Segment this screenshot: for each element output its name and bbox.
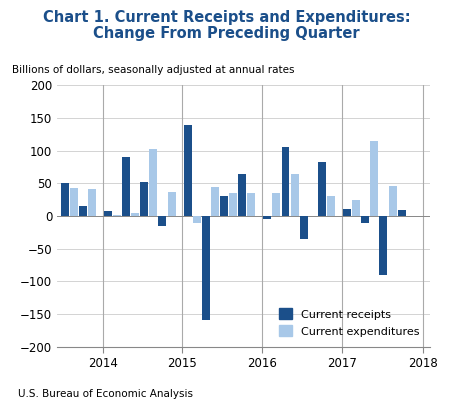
Legend: Current receipts, Current expenditures: Current receipts, Current expenditures: [275, 304, 424, 341]
Bar: [113, 215, 121, 216]
Bar: [389, 186, 396, 216]
Bar: [238, 174, 246, 216]
Bar: [371, 141, 378, 216]
Bar: [291, 174, 299, 216]
Bar: [140, 182, 148, 216]
Bar: [327, 196, 335, 216]
Bar: [343, 209, 351, 216]
Bar: [398, 210, 405, 216]
Bar: [168, 192, 176, 216]
Text: U.S. Bureau of Economic Analysis: U.S. Bureau of Economic Analysis: [18, 389, 193, 399]
Text: Change From Preceding Quarter: Change From Preceding Quarter: [93, 26, 360, 41]
Bar: [202, 216, 210, 320]
Bar: [149, 149, 157, 216]
Bar: [247, 193, 255, 216]
Text: Billions of dollars, seasonally adjusted at annual rates: Billions of dollars, seasonally adjusted…: [12, 65, 295, 75]
Bar: [263, 216, 271, 219]
Bar: [318, 162, 326, 216]
Bar: [104, 211, 112, 216]
Bar: [88, 188, 96, 216]
Bar: [122, 157, 130, 216]
Bar: [131, 213, 139, 216]
Bar: [272, 193, 280, 216]
Bar: [193, 216, 201, 223]
Bar: [229, 193, 237, 216]
Bar: [159, 216, 166, 226]
Bar: [79, 206, 87, 216]
Bar: [220, 196, 228, 216]
Bar: [352, 200, 360, 216]
Bar: [281, 148, 289, 216]
Bar: [70, 188, 77, 216]
Bar: [183, 125, 192, 216]
Bar: [61, 183, 68, 216]
Bar: [300, 216, 308, 239]
Text: Chart 1. Current Receipts and Expenditures:: Chart 1. Current Receipts and Expenditur…: [43, 10, 410, 25]
Bar: [211, 186, 219, 216]
Bar: [361, 216, 369, 223]
Bar: [380, 216, 387, 275]
